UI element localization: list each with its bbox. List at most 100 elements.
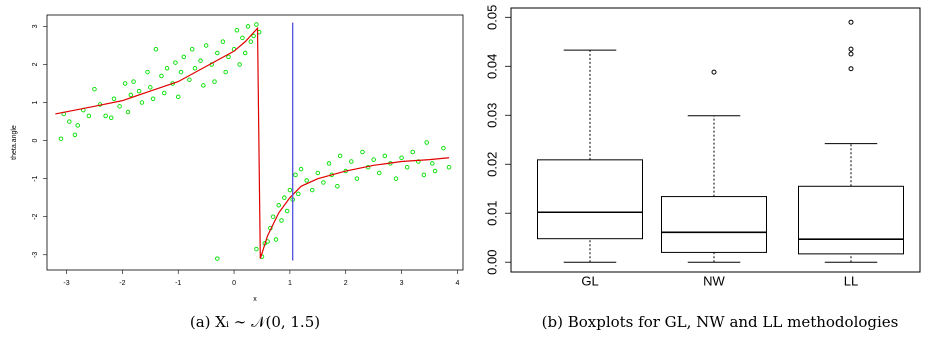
scatter-point — [131, 79, 136, 84]
scatter-point — [446, 164, 452, 170]
scatter-point — [58, 136, 64, 141]
scatter-point — [399, 155, 404, 160]
scatter-point — [335, 184, 340, 189]
scatter-point — [128, 92, 134, 98]
scatter-point — [162, 90, 167, 96]
caption: (a) Xᵢ ∼ 𝒩(0, 1.5) — [190, 313, 320, 331]
box — [661, 196, 767, 253]
outlier — [848, 51, 854, 57]
scatter-point — [203, 43, 209, 48]
scatter-point — [75, 123, 80, 128]
x-tick-label: GL — [581, 273, 598, 288]
scatter-point — [337, 153, 343, 159]
fitted-line — [55, 26, 450, 259]
y-tick-label: 0.00 — [484, 250, 499, 275]
x-tick-label: 2 — [344, 280, 348, 287]
scatter-point — [92, 86, 97, 92]
scatter-point — [242, 50, 248, 56]
scatter-point — [424, 140, 429, 145]
scatter-point — [432, 168, 438, 174]
x-tick-label: LL — [844, 273, 858, 288]
scatter-point — [248, 39, 254, 44]
scatter-point — [321, 180, 326, 185]
scatter-point — [382, 153, 388, 159]
scatter-point — [404, 164, 410, 170]
x-axis-label: x — [253, 296, 257, 303]
scatter-point — [198, 58, 203, 63]
scatter-point — [136, 88, 142, 94]
scatter-point — [349, 159, 354, 164]
scatter-point — [117, 104, 122, 109]
x-tick-label: -2 — [119, 280, 125, 287]
x-tick-label: -3 — [63, 280, 69, 287]
scatter-point — [192, 66, 198, 71]
scatter-point — [86, 113, 92, 119]
x-tick-label: 4 — [455, 280, 459, 287]
x-tick-label: NW — [703, 273, 725, 288]
scatter-point — [159, 73, 164, 79]
scatter-point — [189, 47, 195, 52]
y-tick-label: 1 — [32, 100, 39, 104]
y-tick-label: 2 — [32, 62, 39, 66]
y-tick-label: -2 — [32, 214, 39, 220]
scatter-point — [298, 166, 304, 172]
scatter-point — [296, 191, 301, 197]
x-tick-label: 3 — [400, 280, 404, 287]
scatter-point — [234, 27, 240, 33]
scatter-point — [139, 100, 145, 105]
scatter-point — [173, 60, 178, 65]
scatter-point — [178, 69, 184, 75]
caption: (b) Boxplots for GL, NW and LL methodolo… — [542, 313, 899, 331]
scatter-point — [148, 85, 153, 90]
scatter-point — [371, 157, 376, 162]
scatter-point — [237, 62, 242, 67]
y-tick-label: 0.03 — [484, 103, 499, 128]
x-tick-label: -1 — [175, 280, 181, 287]
scatter-point — [421, 172, 427, 178]
scatter-point — [304, 178, 309, 183]
y-tick-label: 3 — [32, 24, 39, 28]
scatter-point — [145, 69, 150, 75]
scatter-point — [125, 109, 131, 115]
scatter-point — [212, 79, 217, 84]
outlier — [848, 46, 854, 52]
outlier — [848, 66, 854, 72]
scatter-point — [181, 54, 187, 60]
plot-frame — [46, 14, 464, 271]
scatter-point — [441, 145, 446, 151]
scatter-point — [326, 161, 332, 166]
y-axis-label: theta.angle — [11, 125, 18, 160]
scatter-point — [187, 77, 192, 82]
scatter-point — [293, 172, 298, 178]
scatter-point — [164, 66, 170, 71]
outlier — [711, 69, 717, 75]
scatter-point — [360, 149, 365, 155]
y-tick-label: -1 — [32, 175, 39, 181]
scatter-point — [215, 256, 220, 261]
x-tick-label: 1 — [288, 280, 292, 287]
scatter-point — [309, 187, 315, 193]
scatter-point — [354, 176, 360, 181]
scatter-point — [276, 203, 281, 208]
y-tick-label: 0.05 — [484, 5, 499, 30]
scatter-point — [215, 50, 220, 56]
outlier — [848, 19, 854, 25]
scatter-point — [103, 113, 108, 119]
scatter-point — [393, 176, 399, 181]
y-tick-label: 0 — [32, 139, 39, 143]
scatter-point — [67, 119, 72, 124]
scatter-point — [223, 69, 228, 75]
scatter-point — [430, 161, 435, 166]
box — [537, 159, 643, 240]
x-tick-label: 0 — [232, 280, 236, 287]
scatter-point — [175, 94, 181, 100]
scatter-point — [150, 96, 156, 101]
scatter-point — [251, 33, 256, 39]
scatter-point — [410, 149, 415, 155]
scatter-point — [245, 24, 251, 29]
scatter-point — [282, 195, 287, 200]
scatter-point — [287, 187, 293, 193]
y-tick-label: 0.04 — [484, 54, 499, 79]
plot-frame — [510, 7, 921, 273]
